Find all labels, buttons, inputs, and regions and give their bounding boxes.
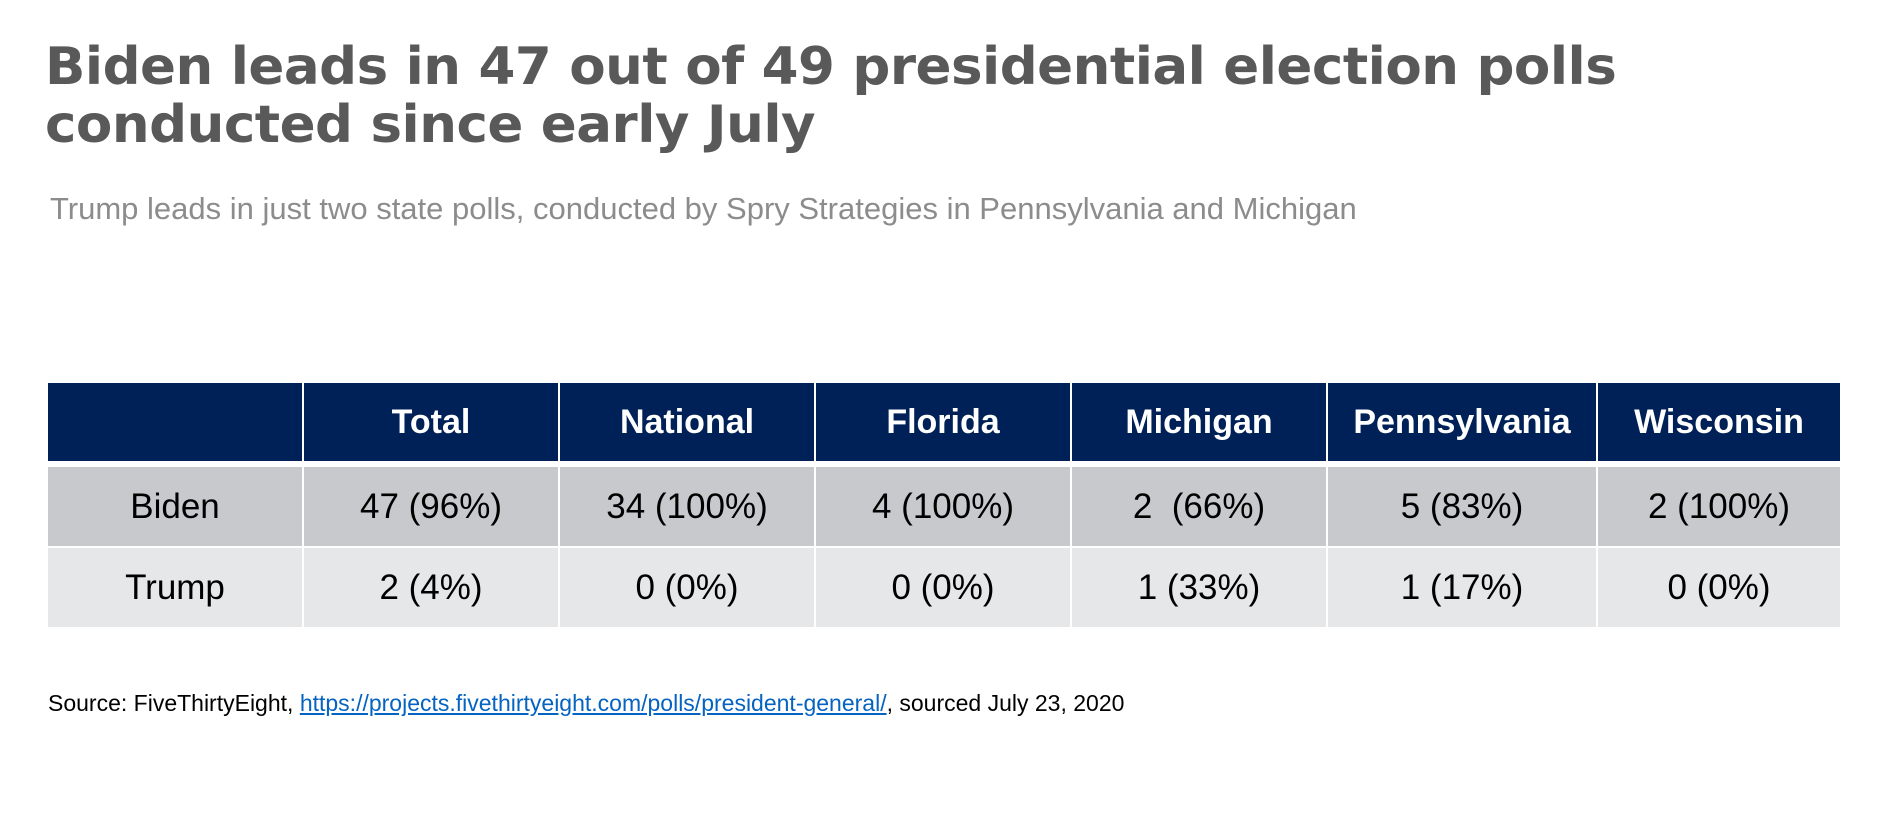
source-link[interactable]: https://projects.fivethirtyeight.com/pol… bbox=[299, 690, 887, 716]
page-title-line-1: Biden leads in 47 out of 49 presidential… bbox=[45, 37, 1617, 97]
row-label-biden: Biden bbox=[48, 464, 303, 548]
header-cell-pennsylvania: Pennsylvania bbox=[1326, 383, 1597, 467]
cell-trump-wisconsin: 0 (0%) bbox=[1596, 547, 1840, 627]
header-cell-michigan: Michigan bbox=[1070, 383, 1327, 467]
table-row-trump: Trump 2 (4%) 0 (0%) 0 (0%) 1 (33%) 1 (17… bbox=[48, 547, 1840, 627]
source-prefix: Source: FiveThirtyEight, bbox=[48, 690, 300, 716]
page-title: Biden leads in 47 out of 49 presidential… bbox=[45, 38, 1779, 154]
table-row-biden: Biden 47 (96%) 34 (100%) 4 (100%) 2 (66%… bbox=[48, 464, 1840, 548]
source-note: Source: FiveThirtyEight, https://project… bbox=[48, 689, 1124, 717]
cell-biden-national: 34 (100%) bbox=[558, 464, 815, 548]
cell-trump-florida: 0 (0%) bbox=[814, 547, 1071, 627]
header-cell-florida: Florida bbox=[814, 383, 1071, 467]
source-suffix: , sourced July 23, 2020 bbox=[886, 690, 1125, 716]
cell-biden-pennsylvania: 5 (83%) bbox=[1326, 464, 1597, 548]
table-header-row: Total National Florida Michigan Pennsylv… bbox=[48, 383, 1840, 467]
row-label-trump: Trump bbox=[48, 547, 303, 627]
cell-biden-total: 47 (96%) bbox=[302, 464, 559, 548]
cell-trump-pennsylvania: 1 (17%) bbox=[1326, 547, 1597, 627]
header-cell-total: Total bbox=[302, 383, 559, 467]
polls-table: Total National Florida Michigan Pennsylv… bbox=[48, 383, 1840, 627]
cell-biden-florida: 4 (100%) bbox=[814, 464, 1071, 548]
cell-trump-national: 0 (0%) bbox=[558, 547, 815, 627]
cell-trump-michigan: 1 (33%) bbox=[1070, 547, 1327, 627]
header-cell-empty bbox=[48, 383, 303, 467]
header-cell-national: National bbox=[558, 383, 815, 467]
header-cell-wisconsin: Wisconsin bbox=[1596, 383, 1840, 467]
cell-trump-total: 2 (4%) bbox=[302, 547, 559, 627]
page-title-line-2: conducted since early July bbox=[45, 95, 816, 155]
page-subtitle: Trump leads in just two state polls, con… bbox=[50, 191, 1357, 226]
cell-biden-michigan: 2 (66%) bbox=[1070, 464, 1327, 548]
cell-biden-wisconsin: 2 (100%) bbox=[1596, 464, 1840, 548]
